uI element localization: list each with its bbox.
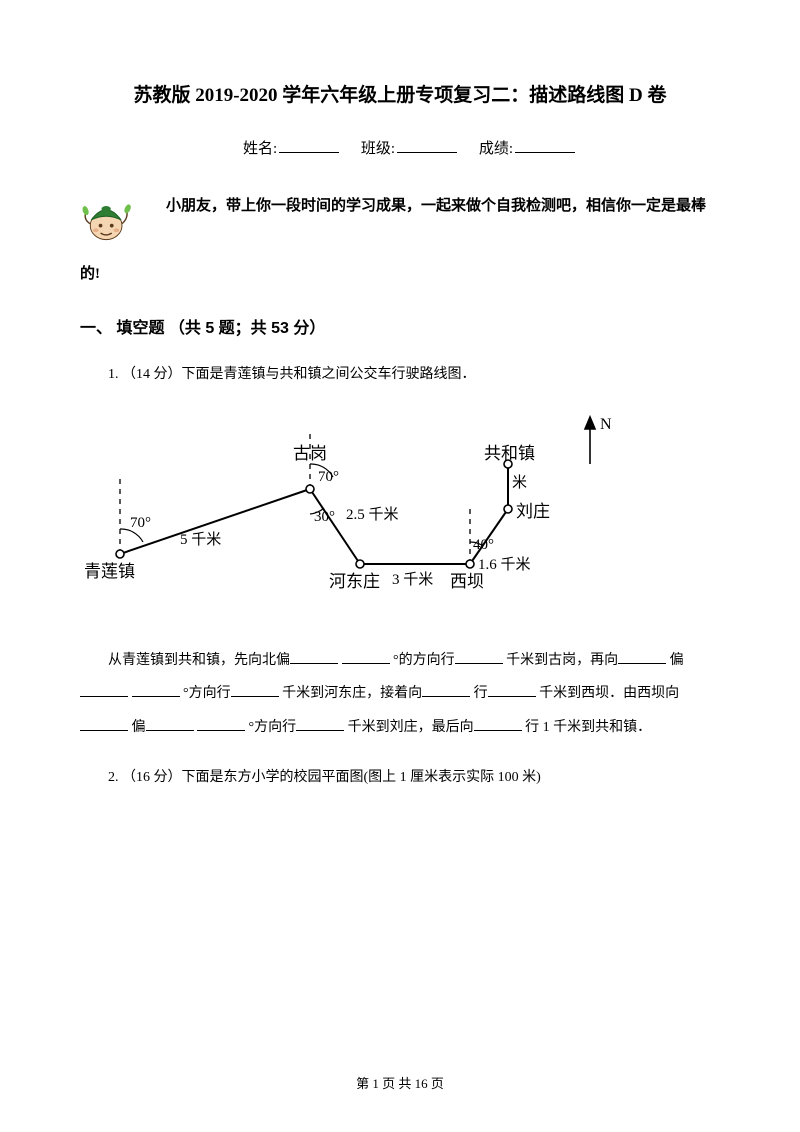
q1-number: 1. xyxy=(108,367,122,382)
encourage-text: 小朋友，带上你一段时间的学习成果，一起来做个自我检测吧，相信你一定是最棒 xyxy=(166,188,706,224)
dist-3: 3 千米 xyxy=(392,571,433,588)
mascot-icon xyxy=(80,192,136,248)
t-l: 行 1 千米到共和镇． xyxy=(525,720,651,735)
blank-6[interactable] xyxy=(132,683,180,697)
unit-mi: 米 xyxy=(512,474,527,491)
blank-12[interactable] xyxy=(197,717,245,731)
encourage-tail: 的! xyxy=(80,256,720,292)
t-f: 千米到河东庄，接着向 xyxy=(282,686,422,701)
dist-1-6: 1.6 千米 xyxy=(478,556,531,573)
question-2-stem: 2. （16 分）下面是东方小学的校园平面图(图上 1 厘米表示实际 100 米… xyxy=(80,763,720,794)
node-hedong: 河东庄 xyxy=(329,572,380,591)
blank-10[interactable] xyxy=(80,717,128,731)
blank-13[interactable] xyxy=(296,717,344,731)
node-qinglian: 青莲镇 xyxy=(84,562,135,581)
blank-4[interactable] xyxy=(618,650,666,664)
blank-1[interactable] xyxy=(290,650,338,664)
compass-label: N xyxy=(600,416,612,433)
t-h: 千米到西坝．由西坝向 xyxy=(539,686,679,701)
ang70-right: 70° xyxy=(318,469,339,485)
q2-number: 2. xyxy=(108,770,122,785)
dist-2-5: 2.5 千米 xyxy=(346,506,399,523)
blank-5[interactable] xyxy=(80,683,128,697)
ang40: 40° xyxy=(473,537,494,553)
t-k: 千米到刘庄，最后向 xyxy=(348,720,474,735)
blank-8[interactable] xyxy=(422,683,470,697)
dist-5: 5 千米 xyxy=(180,531,221,548)
t-a: 从青莲镇到共和镇，先向北偏 xyxy=(108,653,290,668)
blank-11[interactable] xyxy=(146,717,194,731)
score-label: 成绩: xyxy=(479,141,513,157)
t-d: 偏 xyxy=(670,653,684,668)
t-j: °方向行 xyxy=(249,720,297,735)
t-e: °方向行 xyxy=(183,686,231,701)
page-title: 苏教版 2019-2020 学年六年级上册专项复习二：描述路线图 D 卷 xyxy=(80,80,720,107)
blank-9[interactable] xyxy=(488,683,536,697)
ang30: 30° xyxy=(314,509,335,525)
q1-fill-paragraph: 从青莲镇到共和镇，先向北偏 °的方向行 千米到古岗，再向 偏 °方向行 千米到河… xyxy=(80,644,720,745)
node-xiba: 西坝 xyxy=(450,572,484,591)
node-gugang: 古岗 xyxy=(293,444,327,463)
route-figure: N 70° 70° 30° 40° 5 千米 2.5 千米 3 千米 xyxy=(80,409,720,624)
page-footer: 第 1 页 共 16 页 xyxy=(0,1073,800,1092)
q1-text: 下面是青莲镇与共和镇之间公交车行驶路线图． xyxy=(182,367,476,382)
score-blank[interactable] xyxy=(515,137,575,153)
blank-7[interactable] xyxy=(231,683,279,697)
t-c: 千米到古岗，再向 xyxy=(506,653,618,668)
class-label: 班级: xyxy=(361,141,395,157)
t-b: °的方向行 xyxy=(393,653,455,668)
q1-score: （14 分） xyxy=(122,367,182,382)
section-title: 一、 填空题 （共 5 题；共 53 分） xyxy=(80,314,720,338)
q2-score: （16 分） xyxy=(122,770,182,785)
name-blank[interactable] xyxy=(279,137,339,153)
class-blank[interactable] xyxy=(397,137,457,153)
header-fields: 姓名: 班级: 成绩: xyxy=(80,137,720,158)
node-gonghe: 共和镇 xyxy=(484,444,535,463)
blank-3[interactable] xyxy=(455,650,503,664)
node-liuzhuang: 刘庄 xyxy=(516,502,550,521)
q2-text: 下面是东方小学的校园平面图(图上 1 厘米表示实际 100 米) xyxy=(182,770,541,785)
ang70-left: 70° xyxy=(130,515,151,531)
question-1-stem: 1. （14 分）下面是青莲镇与共和镇之间公交车行驶路线图． xyxy=(80,360,720,391)
t-g: 行 xyxy=(474,686,488,701)
blank-2[interactable] xyxy=(342,650,390,664)
blank-14[interactable] xyxy=(474,717,522,731)
name-label: 姓名: xyxy=(243,141,277,157)
t-i: 偏 xyxy=(132,720,146,735)
